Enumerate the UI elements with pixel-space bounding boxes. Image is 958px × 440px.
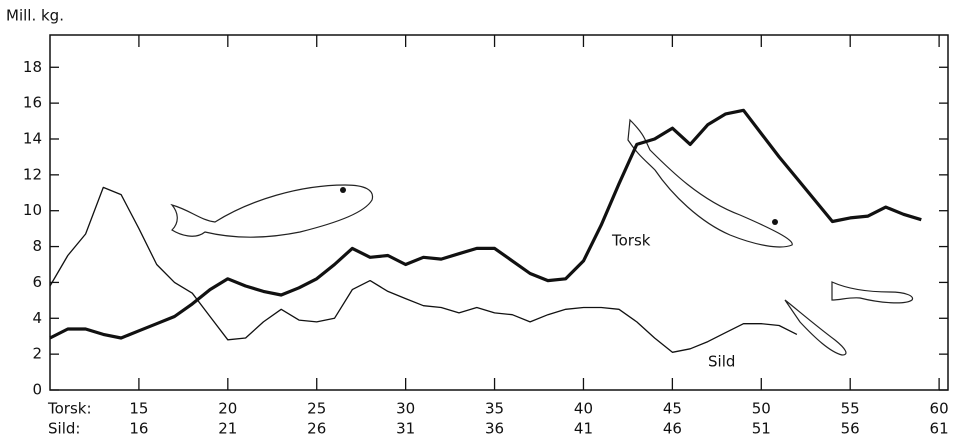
x-tick-label: 45 [663, 400, 682, 418]
x2-tick-label: 56 [841, 420, 860, 438]
series-line [49, 186, 798, 353]
y-tick-label: 12 [23, 165, 42, 183]
y-tick-label: 6 [32, 273, 42, 291]
x-tick-label: 55 [841, 400, 860, 418]
y-tick-label: 14 [23, 129, 42, 147]
y-tick-label: 4 [32, 309, 42, 327]
x-tick-label: 35 [485, 400, 504, 418]
cod-illustration [170, 118, 914, 356]
series-line [49, 108, 922, 340]
x-tick-label: 25 [307, 400, 326, 418]
y-tick-label: 10 [23, 201, 42, 219]
y-tick-label: 8 [32, 237, 42, 255]
x2-tick-label: 31 [396, 420, 415, 438]
x-tick-label: 15 [129, 400, 148, 418]
x2-tick-label: 36 [485, 420, 504, 438]
x2-tick-label: 16 [129, 420, 148, 438]
x-tick-label: 60 [930, 400, 949, 418]
x-tick-label: 30 [396, 400, 415, 418]
x2-axis-label: Sild: [48, 420, 80, 438]
x2-tick-label: 41 [574, 420, 593, 438]
x2-tick-label: 51 [752, 420, 771, 438]
x-tick-label: 20 [218, 400, 237, 418]
series-label: Sild [708, 353, 735, 371]
x-tick-label: 40 [574, 400, 593, 418]
y-tick-label: 16 [23, 94, 42, 112]
y-axis-label: Mill. kg. [6, 7, 64, 25]
x2-tick-label: 26 [307, 420, 326, 438]
plot-frame [49, 34, 949, 391]
x-tick-label: 50 [752, 400, 771, 418]
y-tick-label: 0 [32, 381, 42, 399]
y-tick-label: 2 [32, 345, 42, 363]
x2-tick-label: 46 [663, 420, 682, 438]
series-label: Torsk [611, 232, 651, 250]
x2-tick-label: 21 [218, 420, 237, 438]
x-axis-label: Torsk: [47, 400, 92, 418]
y-tick-label: 18 [23, 58, 42, 76]
x2-tick-label: 61 [930, 420, 949, 438]
